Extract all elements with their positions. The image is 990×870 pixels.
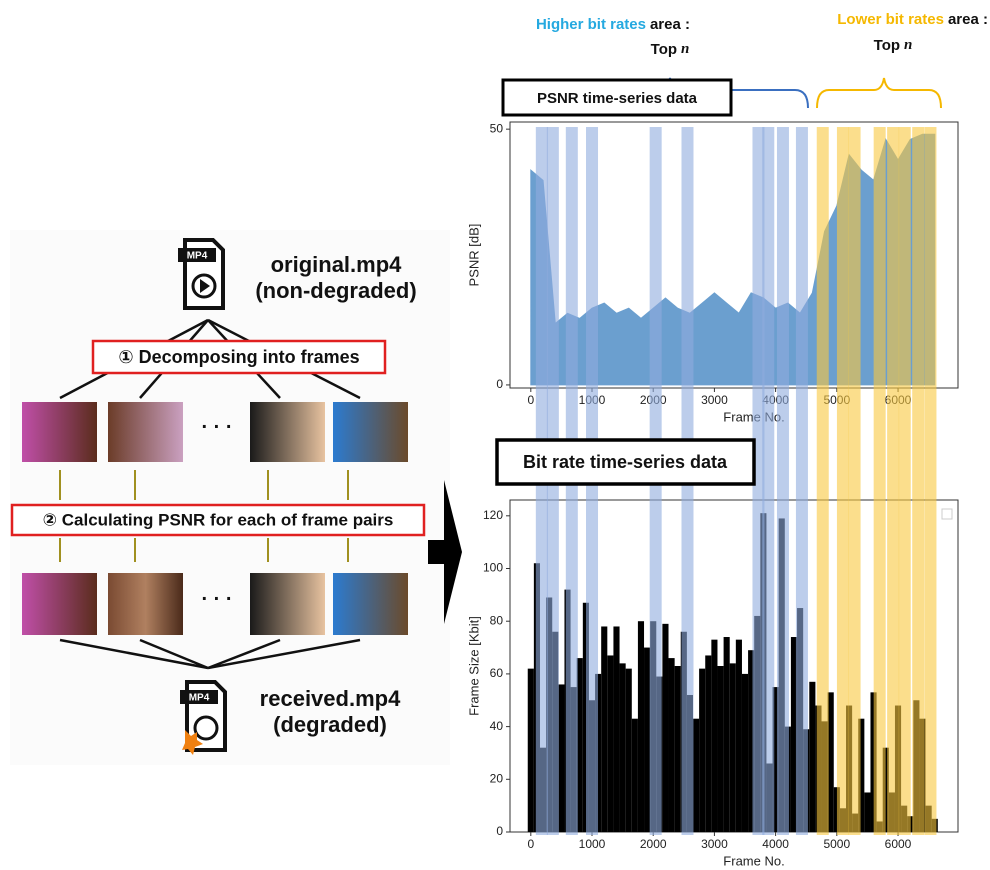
- bar: [613, 626, 619, 832]
- x-tick-label: 1000: [579, 837, 606, 851]
- x-tick-label: 0: [527, 837, 534, 851]
- highlight-band: [912, 127, 924, 835]
- area-suffix: area :: [650, 16, 690, 33]
- highlight-band: [874, 127, 886, 835]
- frame-thumb: [108, 573, 183, 635]
- bar: [638, 621, 644, 832]
- x-tick-label: 3000: [701, 393, 728, 407]
- top: Top: [874, 37, 900, 54]
- n: n: [681, 41, 689, 57]
- bar: [601, 626, 607, 832]
- frame-thumb: [250, 573, 325, 635]
- y-axis-label: Frame Size [Kbit]: [466, 616, 481, 716]
- frame-thumb: [333, 402, 408, 462]
- frame-thumb: [108, 402, 183, 462]
- bar: [809, 682, 815, 832]
- ellipsis: · · ·: [201, 588, 232, 610]
- y-tick-label: 0: [496, 824, 503, 838]
- charts: 0100020003000400050006000050Frame No.PSN…: [466, 121, 958, 868]
- x-tick-label: 4000: [762, 837, 789, 851]
- bar: [711, 640, 717, 832]
- figure: MP4 original.mp4 (non-degraded) ① Decomp…: [0, 0, 990, 870]
- y-tick-label: 100: [483, 561, 503, 575]
- bar: [693, 719, 699, 832]
- highlight-band: [762, 127, 774, 835]
- panel: [10, 230, 450, 765]
- bar: [705, 655, 711, 832]
- bar: [662, 624, 668, 832]
- y-tick-label: 80: [490, 613, 504, 627]
- higher-annotation: Higher bit ratesarea :: [536, 16, 690, 33]
- legend-box: [942, 509, 952, 519]
- bar: [730, 663, 736, 832]
- frame-thumb: [22, 573, 97, 635]
- bar: [717, 666, 723, 832]
- highlight-band: [924, 127, 936, 835]
- x-tick-label: 3000: [701, 837, 728, 851]
- highlight-band: [887, 127, 899, 835]
- lower-label: Lower bit rates: [837, 11, 944, 28]
- y-tick-label: 40: [490, 719, 504, 733]
- bar: [699, 669, 705, 832]
- pipeline-diagram: MP4 original.mp4 (non-degraded) ① Decomp…: [10, 230, 450, 765]
- y-tick-label: 120: [483, 508, 503, 522]
- bar: [736, 640, 742, 832]
- y-tick-label: 20: [490, 771, 504, 785]
- received-file: received.mp4: [260, 686, 401, 711]
- bar: [724, 637, 730, 832]
- icon-label: MP4: [187, 251, 208, 262]
- frame-thumb: [250, 402, 325, 462]
- icon-label: MP4: [189, 693, 210, 704]
- x-tick-label: 2000: [640, 837, 667, 851]
- x-tick-label: 5000: [823, 837, 850, 851]
- bar: [669, 658, 675, 832]
- bitrate-box-label: Bit rate time-series data: [523, 452, 728, 472]
- bar: [864, 792, 870, 832]
- highlight-band: [777, 127, 789, 835]
- n: n: [904, 37, 912, 53]
- higher-label: Higher bit rates: [536, 16, 646, 33]
- ellipsis: · · ·: [201, 416, 232, 438]
- original-note: (non-degraded): [255, 278, 416, 303]
- highlight-band: [796, 127, 808, 835]
- x-tick-label: 0: [527, 393, 534, 407]
- lower-annotation: Lower bit ratesarea :: [837, 11, 988, 28]
- highlight-band: [817, 127, 829, 835]
- frame-thumb: [333, 573, 408, 635]
- bar: [644, 648, 650, 832]
- bar: [558, 684, 564, 832]
- bar: [620, 663, 626, 832]
- highlight-band: [849, 127, 861, 835]
- step1-label: ① Decomposing into frames: [118, 347, 359, 367]
- bar: [742, 674, 748, 832]
- step2-label: ② Calculating PSNR for each of frame pai…: [43, 510, 394, 529]
- psnr-box-label: PSNR time-series data: [537, 90, 698, 107]
- y-axis-label: PSNR [dB]: [466, 224, 481, 287]
- x-axis-label: Frame No.: [723, 853, 784, 868]
- y-tick-label: 50: [490, 121, 504, 135]
- original-file: original.mp4: [271, 252, 403, 277]
- bar: [607, 655, 613, 832]
- bar: [626, 669, 632, 832]
- bar: [528, 669, 534, 832]
- y-tick-label: 60: [490, 666, 504, 680]
- x-tick-label: 6000: [885, 837, 912, 851]
- received-note: (degraded): [273, 712, 387, 737]
- top: Top: [651, 41, 677, 58]
- lower-bracket: [817, 78, 941, 108]
- y-tick-label: 0: [496, 377, 503, 391]
- area-suffix: area :: [948, 11, 988, 28]
- highlight-band: [837, 127, 849, 835]
- bar: [632, 719, 638, 832]
- frame-thumb: [22, 402, 97, 462]
- highlight-band: [899, 127, 911, 835]
- bar: [675, 666, 681, 832]
